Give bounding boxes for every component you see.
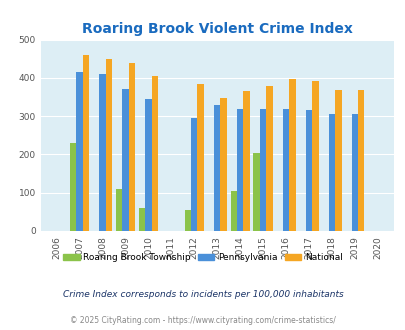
- Bar: [334, 90, 341, 231]
- Bar: [151, 76, 158, 231]
- Bar: [311, 81, 318, 231]
- Bar: [139, 208, 145, 231]
- Bar: [288, 79, 295, 231]
- Bar: [83, 55, 89, 231]
- Bar: [115, 189, 122, 231]
- Legend: Roaring Brook Township, Pennsylvania, National: Roaring Brook Township, Pennsylvania, Na…: [60, 250, 345, 266]
- Bar: [213, 105, 220, 231]
- Bar: [305, 111, 311, 231]
- Bar: [105, 59, 112, 231]
- Bar: [197, 83, 203, 231]
- Bar: [266, 85, 272, 231]
- Bar: [259, 109, 266, 231]
- Bar: [145, 99, 151, 231]
- Title: Roaring Brook Violent Crime Index: Roaring Brook Violent Crime Index: [81, 22, 352, 36]
- Bar: [128, 63, 135, 231]
- Bar: [282, 109, 288, 231]
- Text: Crime Index corresponds to incidents per 100,000 inhabitants: Crime Index corresponds to incidents per…: [62, 290, 343, 299]
- Bar: [230, 191, 237, 231]
- Bar: [328, 114, 334, 231]
- Text: © 2025 CityRating.com - https://www.cityrating.com/crime-statistics/: © 2025 CityRating.com - https://www.city…: [70, 316, 335, 325]
- Bar: [357, 90, 364, 231]
- Bar: [243, 91, 249, 231]
- Bar: [184, 210, 191, 231]
- Bar: [122, 89, 128, 231]
- Bar: [76, 72, 83, 231]
- Bar: [220, 98, 226, 231]
- Bar: [351, 114, 357, 231]
- Bar: [70, 143, 76, 231]
- Bar: [191, 118, 197, 231]
- Bar: [253, 152, 259, 231]
- Bar: [99, 74, 105, 231]
- Bar: [237, 109, 243, 231]
